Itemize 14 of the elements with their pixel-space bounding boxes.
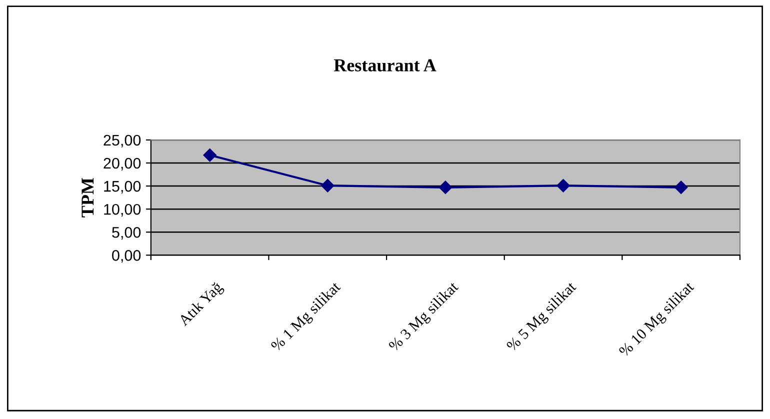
y-tick-label: 15,00 (104, 180, 141, 194)
point (674, 180, 688, 194)
point (556, 178, 570, 192)
y-tick-label: 20,00 (104, 158, 141, 170)
point (203, 148, 216, 162)
y-tick-label: 25,00 (104, 134, 141, 148)
x-tick-label: Atık Yağ (177, 280, 226, 329)
y-tick-label: 10,00 (104, 204, 141, 217)
point (438, 180, 452, 194)
y-axis-title: TPM (82, 178, 94, 218)
point (321, 178, 334, 192)
y-tick-label: 0,00 (112, 250, 141, 263)
chart-title: Restaurant A (334, 59, 436, 72)
y-tick-label: 5,00 (112, 226, 141, 240)
